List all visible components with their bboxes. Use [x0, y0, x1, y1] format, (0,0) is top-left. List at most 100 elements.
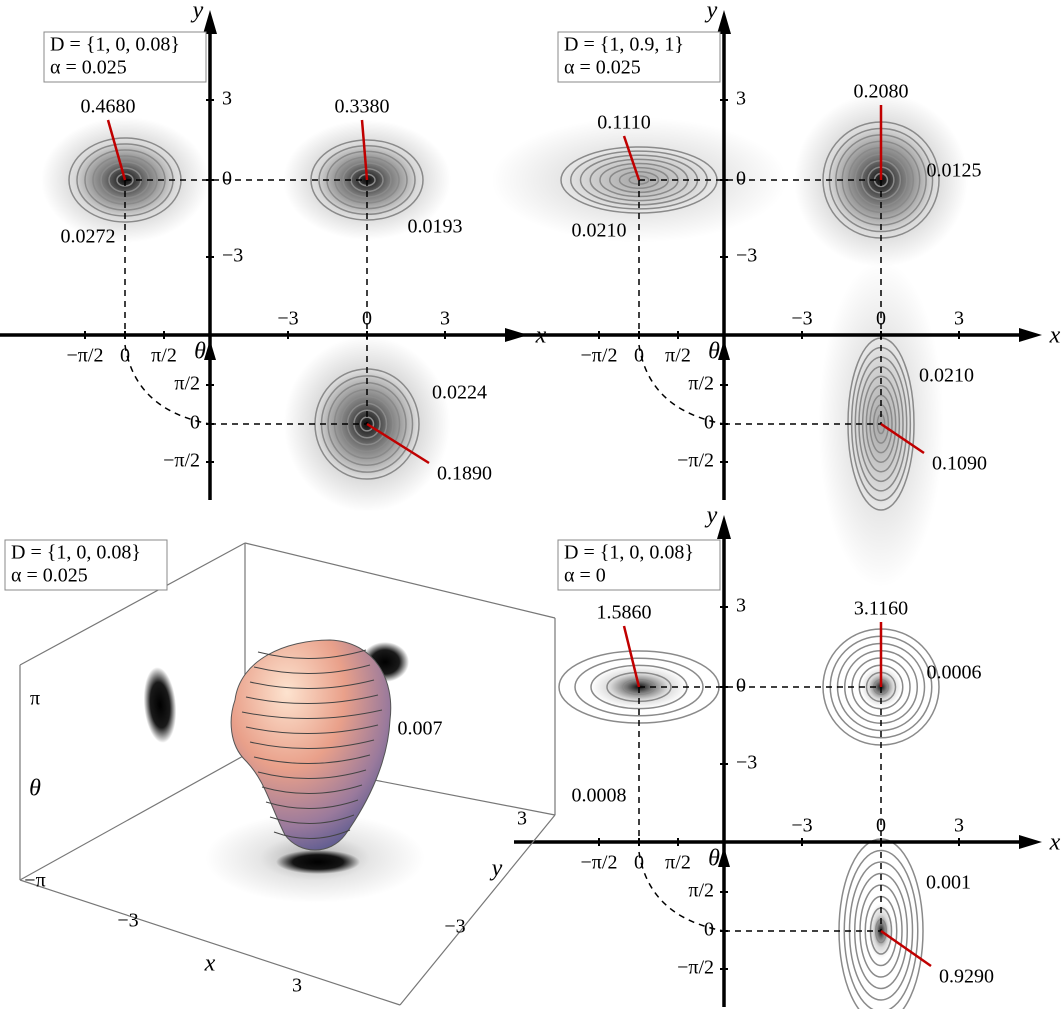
pointer — [622, 625, 641, 688]
theta-tick-label: −π/2 — [677, 957, 714, 979]
guide — [124, 344, 211, 425]
theta-tick-label: 0 — [120, 345, 130, 367]
arrow — [1019, 835, 1042, 849]
isosurface — [230, 639, 392, 851]
iso-contour — [253, 754, 371, 765]
y-tick-label: −3 — [736, 752, 757, 774]
axis-label: x — [1049, 323, 1061, 349]
panel: y x θ 3 0 −3 −3 0 3 −π/2 0 π/2 −π/2 0 π/2 0.1110 0.0210 0… — [490, 0, 1061, 588]
contour — [342, 162, 392, 198]
level-label: 0.0272 — [61, 226, 116, 248]
axis-tick-label: π — [30, 688, 40, 710]
level-label: 0.0193 — [408, 216, 463, 238]
pointer — [366, 422, 430, 465]
y-tick-label: 3 — [222, 88, 232, 110]
contour — [340, 395, 394, 453]
level-label: 0.0125 — [927, 160, 982, 182]
panel-3d: π θ −π −3 x 3 3 y −3 0.007 D = {1, 0, 0.08}α = 0.0… — [4, 539, 556, 1006]
level-label: 0.0006 — [927, 662, 982, 684]
iso-contour — [249, 739, 375, 749]
legend-line: D = {1, 0.9, 1} — [564, 34, 684, 56]
theta-tick-label: π/2 — [688, 373, 714, 395]
theta-tick-label: 0 — [634, 852, 644, 874]
y-tick-label: 0 — [222, 168, 232, 190]
level-label: 0.0008 — [572, 785, 627, 807]
axis-label: y — [490, 856, 503, 882]
level-label: 0.0210 — [919, 365, 974, 387]
peak-label: 0.4680 — [81, 96, 136, 118]
axis-label: θ — [708, 339, 720, 365]
iso-contour — [257, 649, 367, 660]
pointer — [880, 422, 925, 455]
axis-label: y — [705, 503, 718, 529]
peak-label: 1.5860 — [597, 602, 652, 624]
x-tick-label: 3 — [954, 815, 964, 837]
theta-tick-label: π/2 — [151, 345, 177, 367]
y-tick-label: 3 — [736, 595, 746, 617]
legend-box — [557, 31, 721, 83]
theta-tick-label: 0 — [704, 919, 714, 941]
legend-line: D = {1, 0, 0.08} — [11, 542, 141, 564]
legend-line: D = {1, 0, 0.08} — [50, 34, 180, 56]
legend-box — [557, 539, 721, 591]
axis-label: x — [204, 951, 216, 977]
axis-label: y — [191, 0, 204, 24]
iso-contour — [265, 799, 359, 809]
axis-tick-label: −3 — [444, 916, 465, 938]
level-label: 0.001 — [926, 872, 971, 894]
iso-contour — [257, 769, 367, 780]
theta-tick-label: π/2 — [688, 880, 714, 902]
arrow — [717, 10, 731, 34]
theta-tick-label: π/2 — [665, 852, 691, 874]
guide — [638, 344, 725, 425]
contour — [861, 375, 901, 473]
level-label: 0.0210 — [572, 220, 627, 242]
iso-contour — [249, 679, 375, 689]
contour — [865, 385, 897, 463]
box-edge — [19, 754, 246, 881]
panel: y x θ 3 0 −3 −3 0 3 −π/2 0 π/2 −π/2 0 π/2 1.5860 0.0008 3… — [514, 503, 1061, 1009]
peak-label: 3.1160 — [854, 598, 908, 620]
guide — [638, 851, 725, 932]
pointer — [106, 119, 127, 181]
box-edge — [399, 814, 556, 1006]
contour — [843, 849, 919, 1009]
arrow — [718, 340, 730, 360]
contour — [359, 416, 375, 432]
peak-label: 0.3380 — [335, 96, 390, 118]
legend-box — [43, 31, 207, 83]
legend-line: α = 0 — [564, 565, 606, 587]
x-tick-label: 0 — [876, 815, 886, 837]
x-tick-label: 3 — [440, 308, 450, 330]
axis-tick-label: −π — [24, 870, 45, 892]
pointer — [360, 119, 369, 181]
iso-contour — [245, 694, 379, 704]
axis-label: θ — [708, 846, 720, 872]
projection — [276, 850, 360, 874]
axis-label: x — [1049, 830, 1061, 856]
theta-tick-label: −π/2 — [677, 450, 714, 472]
legend-line: α = 0.025 — [50, 57, 127, 79]
x-tick-label: −3 — [791, 308, 812, 330]
peak-label: 0.2080 — [854, 81, 909, 103]
peak-label: 0.9290 — [939, 966, 994, 988]
x-tick-label: 0 — [876, 308, 886, 330]
iso-contour — [269, 814, 355, 824]
contour — [854, 872, 908, 990]
iso-contour — [273, 829, 351, 840]
arrow — [1019, 328, 1042, 342]
contour — [574, 657, 704, 717]
arrow — [203, 10, 217, 34]
axis-tick-label: 3 — [517, 808, 527, 830]
legend-line: D = {1, 0, 0.08} — [564, 542, 694, 564]
x-tick-label: 3 — [954, 308, 964, 330]
peak-label: 0.1890 — [437, 463, 492, 485]
axis-tick-label: 3 — [292, 975, 302, 997]
theta-tick-label: −π/2 — [67, 345, 104, 367]
axis-label: θ — [29, 776, 41, 802]
legend-line: α = 0.025 — [11, 565, 88, 587]
theta-tick-label: π/2 — [665, 345, 691, 367]
level-label: 0.007 — [398, 718, 443, 740]
legend-box — [4, 539, 168, 591]
arrow — [718, 847, 730, 867]
